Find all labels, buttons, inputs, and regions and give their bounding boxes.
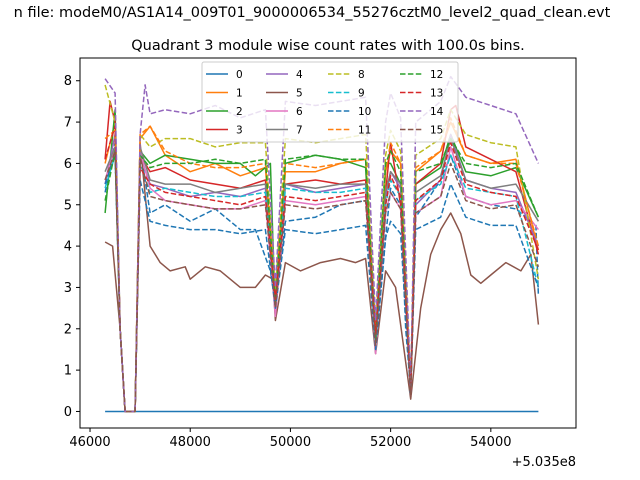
legend-label-6: 6: [296, 106, 303, 118]
legend-label-3: 3: [236, 125, 243, 137]
x-tick-label: 54000: [470, 435, 511, 450]
y-tick-label: 1: [64, 364, 72, 379]
legend-label-8: 8: [358, 69, 365, 81]
legend-label-12: 12: [430, 69, 443, 81]
y-tick-label: 8: [64, 74, 72, 89]
legend-label-7: 7: [296, 125, 303, 137]
legend-label-1: 1: [236, 88, 243, 100]
legend-label-9: 9: [358, 88, 365, 100]
legend-label-14: 14: [430, 106, 444, 118]
legend-label-11: 11: [358, 125, 371, 137]
legend-label-2: 2: [236, 106, 243, 118]
legend-box: [201, 61, 459, 143]
chart-title: Quadrant 3 module wise count rates with …: [131, 38, 525, 54]
x-tick-label: 48000: [170, 435, 211, 450]
legend-label-13: 13: [430, 88, 443, 100]
series-line-5: [104, 141, 540, 413]
legend-label-4: 4: [296, 69, 303, 81]
legend-label-0: 0: [236, 69, 243, 81]
x-tick-label: 46000: [69, 435, 110, 450]
legend-label-15: 15: [430, 125, 443, 137]
y-axis: 0 1 2 3 4 5 6 7 8: [64, 74, 80, 420]
y-tick-label: 2: [64, 322, 72, 337]
y-tick-label: 0: [64, 405, 72, 420]
y-tick-label: 5: [64, 198, 72, 213]
x-tick-label: 52000: [370, 435, 411, 450]
y-tick-label: 6: [64, 157, 72, 172]
x-axis: 46000 48000 50000 52000 54000: [69, 428, 512, 450]
legend-label-10: 10: [358, 106, 371, 118]
legend-label-5: 5: [296, 88, 303, 100]
y-tick-label: 4: [64, 240, 72, 255]
y-tick-label: 3: [64, 281, 72, 296]
chart-suptitle: n file: modeM0/AS1A14_009T01_9000006534_…: [14, 5, 611, 21]
series-line-15: [104, 150, 540, 413]
x-offset-label: +5.035e8: [512, 455, 576, 470]
y-tick-label: 7: [64, 116, 72, 131]
x-tick-label: 50000: [270, 435, 311, 450]
axes-frame: [79, 57, 577, 429]
